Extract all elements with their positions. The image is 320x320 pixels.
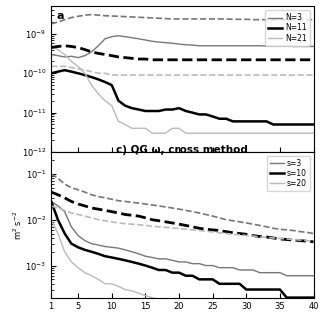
Text: a: a <box>56 11 64 21</box>
Y-axis label: m$^2$ s$^{-2}$: m$^2$ s$^{-2}$ <box>12 210 24 239</box>
Legend: s=3, s=10, s=20: s=3, s=10, s=20 <box>267 156 310 191</box>
Text: c) QG ω, cross method: c) QG ω, cross method <box>116 145 248 155</box>
Legend: N=3, N=11, N=21: N=3, N=11, N=21 <box>265 10 310 46</box>
